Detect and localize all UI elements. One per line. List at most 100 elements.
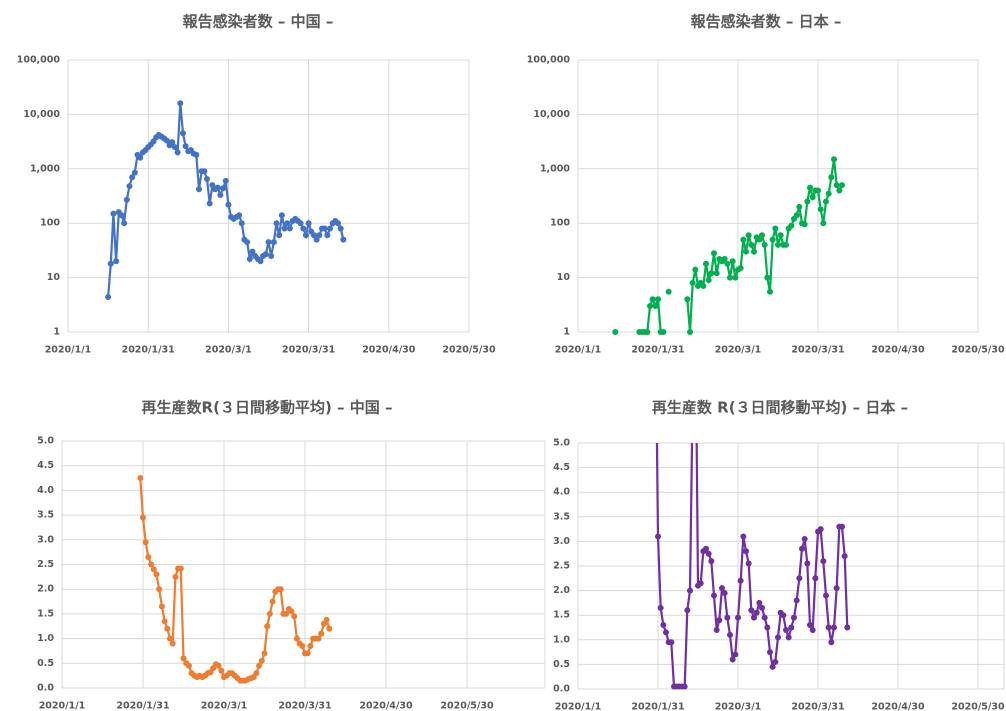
x-tick-label: 2020/4/30 <box>359 701 413 711</box>
data-point <box>256 662 263 669</box>
data-point <box>246 255 253 262</box>
data-point <box>831 624 837 631</box>
y-tick-label: 0.0 <box>37 683 54 694</box>
data-point <box>310 232 317 239</box>
data-point <box>156 586 163 593</box>
data-point <box>796 203 803 210</box>
data-point <box>804 198 811 205</box>
x-tick-label: 2020/3/31 <box>791 345 844 356</box>
data-point <box>732 651 739 658</box>
data-point <box>817 206 824 213</box>
data-point <box>266 610 273 617</box>
y-tick-label: 1.5 <box>553 610 570 621</box>
y-tick-label: 1 <box>53 327 60 338</box>
data-point <box>193 151 200 158</box>
data-point <box>687 329 693 335</box>
data-point <box>809 626 816 633</box>
data-point <box>804 560 811 567</box>
data-point <box>729 258 736 265</box>
data-point <box>323 616 330 623</box>
data-point <box>820 558 827 565</box>
data-point <box>708 270 715 277</box>
data-point <box>110 210 117 217</box>
x-tick-label: 2020/3/31 <box>278 701 331 711</box>
data-point <box>828 174 835 181</box>
data-point <box>169 139 176 146</box>
data-point <box>217 191 224 198</box>
data-point <box>304 650 311 657</box>
data-point <box>833 182 840 189</box>
data-point <box>316 232 323 239</box>
data-line <box>139 478 331 682</box>
data-point <box>780 612 787 619</box>
x-tick-label: 2020/1/31 <box>631 702 684 711</box>
data-point <box>743 548 749 555</box>
data-point <box>777 232 784 239</box>
data-point <box>711 250 717 257</box>
data-point <box>340 236 347 243</box>
data-point <box>220 185 227 192</box>
x-tick-label: 2020/4/30 <box>871 345 925 356</box>
data-point <box>796 575 803 582</box>
data-point <box>713 626 720 633</box>
data-point <box>690 391 696 397</box>
chart-title: 報告感染者数 – 中国 – <box>183 13 334 31</box>
data-point <box>293 635 300 642</box>
x-tick-label: 2020/3/31 <box>791 702 844 711</box>
data-point <box>179 130 186 137</box>
data-point <box>236 212 243 219</box>
data-point <box>297 220 304 227</box>
data-point <box>745 560 752 567</box>
data-point <box>689 279 696 286</box>
data-point <box>727 274 733 281</box>
chart: 報告感染者数 – 中国 – 1 10 100 1,000 10,000 100,000 202… <box>17 13 496 356</box>
data-point <box>123 196 130 203</box>
data-point <box>761 614 768 621</box>
data-point <box>791 614 797 621</box>
data-point <box>729 656 736 663</box>
data-point <box>172 573 179 580</box>
data-point <box>833 585 840 592</box>
data-point <box>748 607 755 614</box>
data-point <box>261 650 268 657</box>
data-point <box>137 475 144 482</box>
data-point <box>724 614 731 621</box>
data-point <box>721 590 728 597</box>
y-tick-label: 4.0 <box>37 485 54 496</box>
data-point <box>700 283 707 290</box>
data-point <box>727 631 733 638</box>
data-point <box>177 100 184 107</box>
y-tick-label: 0.5 <box>553 659 570 670</box>
data-point <box>767 288 773 295</box>
y-tick-label: 0.0 <box>553 684 570 695</box>
data-point <box>684 607 691 614</box>
chart-title: 報告感染者数 – 日本 – <box>691 13 842 31</box>
data-point <box>657 604 664 611</box>
data-point <box>206 200 213 207</box>
x-tick-label: 2020/3/1 <box>715 702 762 711</box>
data-point <box>825 624 832 631</box>
y-tick-label: 100,000 <box>17 55 61 66</box>
data-point <box>258 657 265 664</box>
y-tick-label: 10,000 <box>533 109 570 120</box>
data-point <box>324 232 331 239</box>
data-point <box>783 241 789 248</box>
data-point <box>788 222 795 229</box>
data-point <box>668 639 675 646</box>
data-point <box>684 296 691 303</box>
data-point <box>823 592 829 599</box>
data-point <box>772 225 779 232</box>
chart-title: 再生産数 R(３日間移動平均) – 日本 – <box>652 399 908 417</box>
data-point <box>815 187 821 194</box>
data-point <box>708 558 715 565</box>
data-point <box>326 625 333 632</box>
data-point <box>291 613 298 620</box>
data-point <box>732 274 739 281</box>
data-point <box>326 225 333 232</box>
y-tick-label: 3.0 <box>553 536 570 547</box>
x-tick-label: 2020/5/30 <box>951 702 1005 711</box>
data-point <box>745 232 752 239</box>
y-tick-label: 4.0 <box>553 487 570 498</box>
data-point <box>137 154 144 161</box>
